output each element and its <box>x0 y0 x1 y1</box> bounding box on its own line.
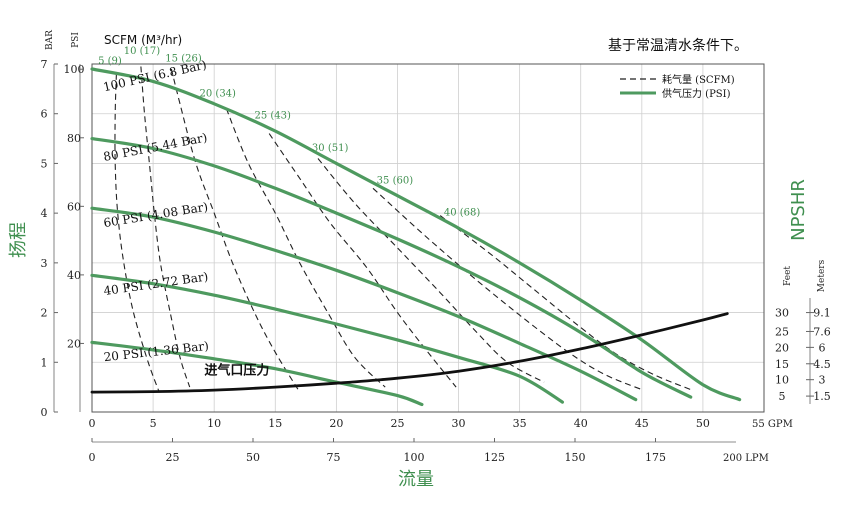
pressure-curve-label: 20 PSI (1.36 Bar) <box>103 339 209 364</box>
air-curve-label: 25 (43) <box>255 111 292 122</box>
legend-air-label: 耗气量 (SCFM) <box>662 73 735 86</box>
y-axis-title: 扬程 <box>8 222 29 258</box>
air-curve-label: 30 (51) <box>312 143 349 154</box>
lpm-tick-label: 75 <box>327 451 341 464</box>
psi-tick-label: 100 <box>64 63 85 76</box>
pressure-curve <box>90 206 638 402</box>
lpm-tick-label: 0 <box>89 451 96 464</box>
lpm-tick-label: 125 <box>484 451 505 464</box>
lpm-tick-label: 100 <box>404 451 425 464</box>
air-curve <box>114 73 160 393</box>
npshr-meters-tick: 3 <box>819 374 826 387</box>
gpm-tick-label: 15 <box>268 417 282 430</box>
pressure-curve <box>90 137 693 399</box>
gpm-unit-label: 55 GPM <box>752 419 793 430</box>
bar-tick-label: 3 <box>41 257 48 270</box>
gpm-tick-label: 35 <box>513 417 527 430</box>
psi-tick-label: 40 <box>67 269 81 282</box>
npshr-meters-tick: 4.5 <box>813 358 831 371</box>
air-consumption-curves <box>114 66 691 393</box>
air-curve-label: 15 (26) <box>165 54 202 65</box>
npshr-curve-group <box>90 312 729 394</box>
gpm-tick-label: 0 <box>89 417 96 430</box>
npshr-meters-tick: 9.1 <box>813 307 831 320</box>
lpm-tick-label: 25 <box>166 451 180 464</box>
plot-border <box>91 63 765 413</box>
lpm-unit-label: 200 LPM <box>723 453 769 464</box>
gpm-tick-label: 25 <box>390 417 404 430</box>
npshr-meters-tick: 1.5 <box>813 390 831 403</box>
gpm-tick-label: 10 <box>207 417 221 430</box>
air-curve-label: 5 (9) <box>98 56 122 67</box>
x-axis-title: 流量 <box>398 469 434 490</box>
npshr-title: NPSHR <box>788 179 809 241</box>
bar-unit-label: BAR <box>45 30 55 50</box>
npshr-curve <box>90 312 729 394</box>
npshr-feet-tick: 25 <box>775 325 789 338</box>
npshr-meters-label: Meters <box>817 259 827 292</box>
gpm-tick-label: 5 <box>150 417 157 430</box>
gpm-tick-label: 20 <box>329 417 343 430</box>
npshr-feet-tick: 10 <box>775 374 789 387</box>
gpm-tick-label: 45 <box>635 417 649 430</box>
pressure-curve <box>90 340 424 407</box>
npshr-curve-label: 进气口压力 <box>204 363 269 379</box>
condition-note: 基于常温清水条件下。 <box>608 37 748 54</box>
npshr-meters-tick: 6 <box>819 341 826 354</box>
air-curve <box>317 158 545 383</box>
psi-tick-label: 20 <box>67 337 81 350</box>
air-curve-label: 40 (68) <box>444 208 481 219</box>
air-curve <box>439 215 691 391</box>
plot-frame <box>53 63 811 443</box>
bar-tick-label: 5 <box>41 157 48 170</box>
pressure-curve-label: 40 PSI (2.72 Bar) <box>103 269 209 298</box>
psi-tick-label: 60 <box>67 200 81 213</box>
legend-pressure-label: 供气压力 (PSI) <box>662 87 731 100</box>
lpm-tick-label: 175 <box>645 451 666 464</box>
lpm-tick-label: 50 <box>246 451 260 464</box>
air-curve-label: 35 (60) <box>377 175 414 186</box>
pressure-curve <box>90 273 564 404</box>
npshr-feet-tick: 5 <box>779 390 786 403</box>
pressure-curve <box>90 67 742 402</box>
gpm-tick-label: 30 <box>452 417 466 430</box>
air-curve-label: 20 (34) <box>200 88 237 99</box>
bar-tick-label: 4 <box>41 207 48 220</box>
air-curve-label: 10 (17) <box>124 46 161 57</box>
bar-tick-label: 6 <box>41 108 48 121</box>
air-curve <box>170 68 301 393</box>
scfm-title: SCFM (M³/hr) <box>104 33 182 47</box>
lpm-tick-label: 150 <box>565 451 586 464</box>
air-curve <box>225 108 386 388</box>
npshr-feet-tick: 30 <box>775 307 789 320</box>
gpm-tick-label: 40 <box>574 417 588 430</box>
npshr-meters-tick: 7.6 <box>813 325 831 338</box>
air-curve <box>372 187 643 391</box>
npshr-feet-tick: 20 <box>775 341 789 354</box>
bar-tick-label: 2 <box>41 307 48 320</box>
air-curve <box>268 133 457 388</box>
npshr-feet-label: Feet <box>783 266 793 286</box>
bar-tick-label: 0 <box>41 406 48 419</box>
gpm-tick-label: 50 <box>696 417 710 430</box>
bar-tick-label: 1 <box>41 356 48 369</box>
psi-tick-label: 80 <box>67 132 81 145</box>
air-curve <box>140 66 191 388</box>
bar-tick-label: 7 <box>41 58 48 71</box>
npshr-feet-tick: 15 <box>775 358 789 371</box>
legend: 耗气量 (SCFM) 供气压力 (PSI) <box>620 73 735 100</box>
psi-unit-label: PSI <box>71 32 81 48</box>
